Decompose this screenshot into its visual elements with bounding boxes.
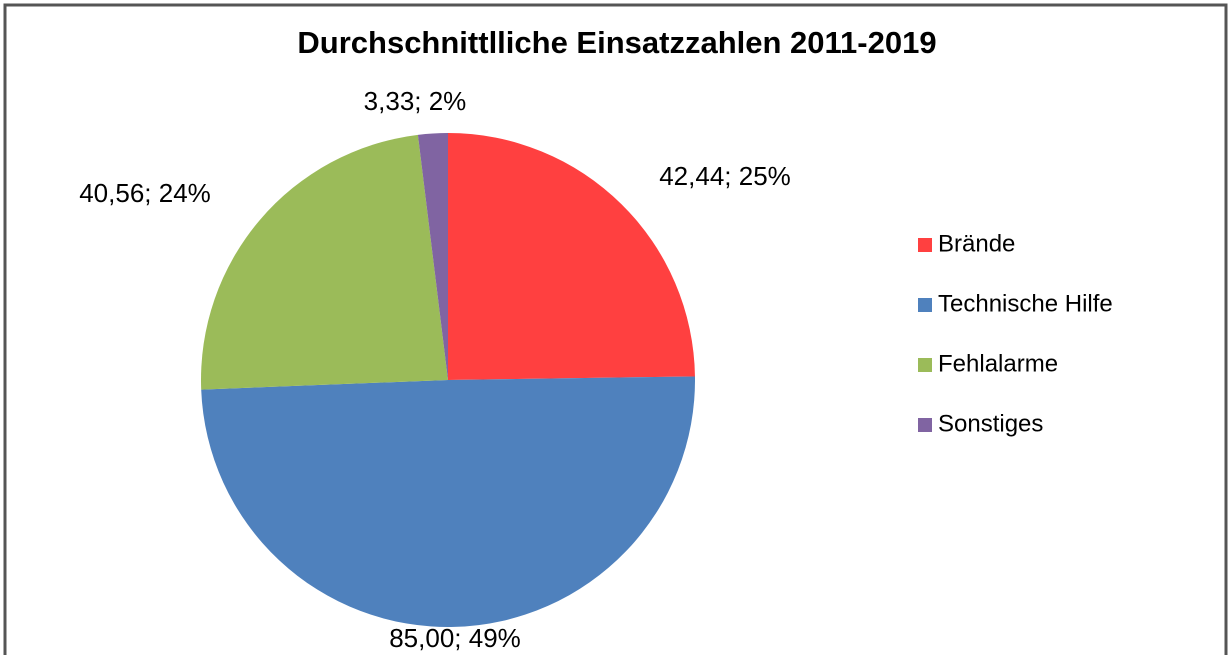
legend-swatch [918, 298, 932, 312]
pie-slice [201, 376, 695, 628]
pie-slice [201, 134, 448, 390]
legend-label: Brände [938, 230, 1015, 257]
legend-swatch [918, 238, 932, 252]
chart-title: Durchschnittlliche Einsatzzahlen 2011-20… [297, 25, 936, 60]
data-label: 3,33; 2% [364, 86, 467, 116]
legend-label: Fehlalarme [938, 350, 1058, 377]
data-label: 42,44; 25% [659, 161, 791, 191]
data-label: 40,56; 24% [79, 178, 211, 208]
pie-slice [417, 133, 448, 380]
legend-swatch [918, 358, 932, 372]
pie-slice [448, 133, 695, 380]
legend-swatch [918, 418, 932, 432]
data-label: 85,00; 49% [389, 623, 521, 653]
legend-label: Technische Hilfe [938, 290, 1113, 317]
legend-label: Sonstiges [938, 410, 1043, 437]
